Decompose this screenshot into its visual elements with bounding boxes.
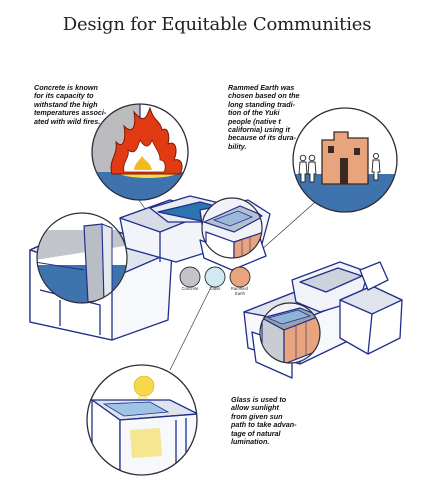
- concrete-note: Concrete is known for its capacity to wi…: [34, 83, 107, 126]
- page-title: Design for Equitable Communities: [62, 14, 372, 35]
- sun-icon: [133, 375, 155, 397]
- legend-label-rammed-earth: Rammed Earth: [231, 286, 249, 296]
- concrete-earth-wall-detail: [260, 303, 320, 363]
- legend-label-rammed-earth-line2: Earth: [235, 291, 246, 296]
- rammed-earth-note: Rammed Earth was chosen based on the lon…: [228, 83, 300, 151]
- rammed-earth-detail: [293, 108, 397, 212]
- legend-label-rammed-earth-line1: Rammed: [231, 286, 249, 291]
- legend-label-glass: Glass: [210, 286, 221, 291]
- glass-note: Glass is used to allow sunlight from giv…: [231, 395, 297, 447]
- legend-swatch-concrete: [179, 266, 201, 288]
- people-icon: [298, 152, 381, 183]
- legend-swatch-glass: [204, 266, 226, 288]
- legend-label-concrete: Concrete: [182, 286, 200, 291]
- legend-swatch-rammed-earth: [229, 266, 251, 288]
- material-legend: Concrete Glass Rammed Earth: [179, 266, 251, 296]
